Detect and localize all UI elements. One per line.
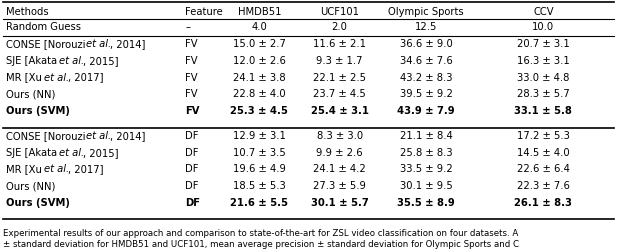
Text: 35.5 ± 8.9: 35.5 ± 8.9 [397, 198, 455, 208]
Text: SJE [Akata: SJE [Akata [6, 148, 60, 158]
Text: 8.3 ± 3.0: 8.3 ± 3.0 [317, 131, 363, 141]
Text: 14.5 ± 4.0: 14.5 ± 4.0 [517, 148, 570, 158]
Text: , 2017]: , 2017] [68, 73, 104, 83]
Text: UCF101: UCF101 [320, 7, 359, 17]
Text: 25.8 ± 8.3: 25.8 ± 8.3 [400, 148, 452, 158]
Text: 30.1 ± 9.5: 30.1 ± 9.5 [400, 181, 452, 191]
Text: , 2017]: , 2017] [68, 164, 104, 174]
Text: 12.9 ± 3.1: 12.9 ± 3.1 [233, 131, 286, 141]
Text: 19.6 ± 4.9: 19.6 ± 4.9 [233, 164, 286, 174]
Text: MR [Xu: MR [Xu [6, 73, 45, 83]
Text: 2.0: 2.0 [332, 22, 348, 33]
Text: 43.9 ± 7.9: 43.9 ± 7.9 [397, 106, 455, 116]
Text: 22.6 ± 6.4: 22.6 ± 6.4 [517, 164, 570, 174]
Text: 33.5 ± 9.2: 33.5 ± 9.2 [400, 164, 452, 174]
Text: 18.5 ± 5.3: 18.5 ± 5.3 [233, 181, 285, 191]
Text: 25.3 ± 4.5: 25.3 ± 4.5 [230, 106, 288, 116]
Text: , 2014]: , 2014] [110, 131, 145, 141]
Text: 10.0: 10.0 [532, 22, 554, 33]
Text: Ours (SVM): Ours (SVM) [6, 198, 70, 208]
Text: DF: DF [185, 131, 199, 141]
Text: Ours (NN): Ours (NN) [6, 181, 56, 191]
Text: 43.2 ± 8.3: 43.2 ± 8.3 [400, 73, 452, 83]
Text: CCV: CCV [533, 7, 554, 17]
Text: et al.: et al. [58, 148, 84, 158]
Text: 12.0 ± 2.6: 12.0 ± 2.6 [233, 56, 286, 66]
Text: et al.: et al. [44, 73, 69, 83]
Text: 17.2 ± 5.3: 17.2 ± 5.3 [517, 131, 570, 141]
Text: MR [Xu: MR [Xu [6, 164, 45, 174]
Text: et al.: et al. [58, 56, 84, 66]
Text: 22.3 ± 7.6: 22.3 ± 7.6 [517, 181, 570, 191]
Text: Methods: Methods [6, 7, 49, 17]
Text: Random Guess: Random Guess [6, 22, 81, 33]
Text: CONSE [Norouzi: CONSE [Norouzi [6, 39, 89, 49]
Text: DF: DF [185, 181, 199, 191]
Text: 4.0: 4.0 [252, 22, 268, 33]
Text: 20.7 ± 3.1: 20.7 ± 3.1 [517, 39, 570, 49]
Text: , 2015]: , 2015] [83, 148, 118, 158]
Text: et al.: et al. [44, 164, 69, 174]
Text: 10.7 ± 3.5: 10.7 ± 3.5 [233, 148, 285, 158]
Text: , 2014]: , 2014] [110, 39, 145, 49]
Text: FV: FV [185, 73, 198, 83]
Text: 16.3 ± 3.1: 16.3 ± 3.1 [517, 56, 570, 66]
Text: 34.6 ± 7.6: 34.6 ± 7.6 [400, 56, 452, 66]
Text: Ours (NN): Ours (NN) [6, 89, 56, 99]
Text: et al.: et al. [86, 39, 111, 49]
Text: DF: DF [185, 198, 200, 208]
Text: 24.1 ± 3.8: 24.1 ± 3.8 [233, 73, 285, 83]
Text: Feature: Feature [185, 7, 223, 17]
Text: Ours (SVM): Ours (SVM) [6, 106, 70, 116]
Text: FV: FV [185, 89, 198, 99]
Text: 33.1 ± 5.8: 33.1 ± 5.8 [515, 106, 572, 116]
Text: Experimental results of our approach and comparison to state-of-the-art for ZSL : Experimental results of our approach and… [3, 229, 519, 249]
Text: SJE [Akata: SJE [Akata [6, 56, 60, 66]
Text: 21.6 ± 5.5: 21.6 ± 5.5 [230, 198, 289, 208]
Text: 9.9 ± 2.6: 9.9 ± 2.6 [316, 148, 363, 158]
Text: 11.6 ± 2.1: 11.6 ± 2.1 [313, 39, 366, 49]
Text: 36.6 ± 9.0: 36.6 ± 9.0 [400, 39, 452, 49]
Text: 27.3 ± 5.9: 27.3 ± 5.9 [313, 181, 366, 191]
Text: 9.3 ± 1.7: 9.3 ± 1.7 [316, 56, 363, 66]
Text: 30.1 ± 5.7: 30.1 ± 5.7 [311, 198, 369, 208]
Text: 22.8 ± 4.0: 22.8 ± 4.0 [233, 89, 285, 99]
Text: FV: FV [185, 39, 198, 49]
Text: –: – [185, 22, 190, 33]
Text: 28.3 ± 5.7: 28.3 ± 5.7 [517, 89, 570, 99]
Text: , 2015]: , 2015] [83, 56, 118, 66]
Text: 33.0 ± 4.8: 33.0 ± 4.8 [517, 73, 570, 83]
Text: 25.4 ± 3.1: 25.4 ± 3.1 [310, 106, 369, 116]
Text: 21.1 ± 8.4: 21.1 ± 8.4 [400, 131, 452, 141]
Text: HMDB51: HMDB51 [237, 7, 281, 17]
Text: 23.7 ± 4.5: 23.7 ± 4.5 [313, 89, 366, 99]
Text: 22.1 ± 2.5: 22.1 ± 2.5 [313, 73, 366, 83]
Text: 39.5 ± 9.2: 39.5 ± 9.2 [399, 89, 452, 99]
Text: Olympic Sports: Olympic Sports [388, 7, 464, 17]
Text: 26.1 ± 8.3: 26.1 ± 8.3 [515, 198, 572, 208]
Text: et al.: et al. [86, 131, 111, 141]
Text: 15.0 ± 2.7: 15.0 ± 2.7 [233, 39, 286, 49]
Text: DF: DF [185, 164, 199, 174]
Text: CONSE [Norouzi: CONSE [Norouzi [6, 131, 89, 141]
Text: FV: FV [185, 56, 198, 66]
Text: FV: FV [185, 106, 200, 116]
Text: 12.5: 12.5 [415, 22, 437, 33]
Text: 24.1 ± 4.2: 24.1 ± 4.2 [313, 164, 366, 174]
Text: DF: DF [185, 148, 199, 158]
